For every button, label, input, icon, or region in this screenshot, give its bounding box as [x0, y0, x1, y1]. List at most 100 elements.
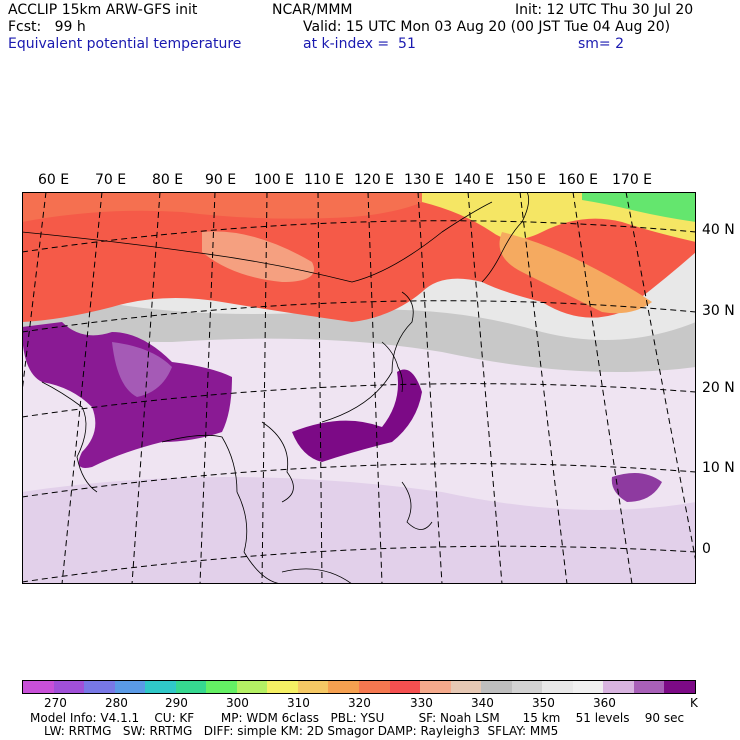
colorbar-segment: [542, 681, 573, 693]
colorbar-segment: [359, 681, 390, 693]
colorbar-label: 310: [287, 696, 310, 710]
org-label: NCAR/MMM: [272, 2, 353, 18]
tropical-purple-patches: [22, 477, 696, 584]
lon-line: [367, 192, 383, 584]
borneo-coast: [281, 568, 353, 584]
lon-label: 90 E: [205, 172, 237, 188]
lon-label: 150 E: [506, 172, 547, 188]
lon-line: [417, 192, 443, 584]
northeast-green: [582, 192, 696, 222]
lon-line: [22, 192, 47, 393]
lon-label: 110 E: [304, 172, 345, 188]
colorbar-segment: [53, 681, 85, 693]
lat-label: 20 N: [702, 380, 735, 396]
lon-label: 170 E: [612, 172, 653, 188]
model-info-line2: LW: RRTMG SW: RRTMG DIFF: simple KM: 2D …: [44, 724, 559, 738]
colorbar-segment: [572, 681, 604, 693]
colorbar-label: 340: [471, 696, 494, 710]
model-title: ACCLIP 15km ARW-GFS init: [8, 2, 198, 18]
lat-line-10: [22, 463, 696, 498]
lat-line-30: [22, 300, 696, 333]
colorbar-label: 300: [226, 696, 249, 710]
smoothing-label: sm= 2: [578, 36, 625, 52]
forecast-hour: Fcst: 99 h: [8, 19, 86, 35]
lon-line: [572, 192, 633, 584]
pacific-purple-patch: [611, 473, 662, 502]
china-coast: [321, 291, 414, 423]
lat-label: 30 N: [702, 303, 735, 319]
colorbar-segment: [481, 681, 512, 693]
colorbar-segment: [664, 681, 696, 693]
lat-label: 0: [702, 541, 711, 557]
lon-label: 130 E: [404, 172, 445, 188]
init-time: Init: 12 UTC Thu 30 Jul 20: [515, 2, 694, 18]
colorbar-segment: [297, 681, 329, 693]
lon-label: 60 E: [38, 172, 70, 188]
taiwan-outline: [381, 341, 403, 393]
colorbar-segment: [114, 681, 146, 693]
colorbar-label: 350: [532, 696, 555, 710]
lat-line-40: [22, 220, 696, 253]
indochina-coast: [261, 421, 294, 503]
map-frame: [22, 192, 696, 584]
colorbar-label: 290: [165, 696, 188, 710]
colorbar-segment: [420, 681, 451, 693]
lat-label: 40 N: [702, 222, 735, 238]
colorbar-segment: [206, 681, 237, 693]
lon-line: [625, 192, 696, 563]
burma-coast: [161, 434, 248, 553]
lon-line: [199, 192, 216, 584]
scs-deep-purple: [292, 369, 422, 462]
india-mid-purple: [112, 342, 172, 397]
philippines-outline: [401, 481, 433, 530]
coastlines: [22, 192, 530, 584]
lon-label: 160 E: [558, 172, 599, 188]
lat-label: 10 N: [702, 460, 735, 476]
lon-line: [261, 192, 268, 584]
theta-e-map: [22, 192, 696, 584]
inland-borders: [22, 201, 493, 283]
lon-line: [467, 192, 503, 584]
lat-line-20: [22, 383, 696, 418]
colorbar-segment: [236, 681, 268, 693]
colorbar-segment: [23, 681, 54, 693]
colorbar-label: 280: [105, 696, 128, 710]
graticule: [22, 192, 696, 584]
colorbar-segment: [175, 681, 207, 693]
northeast-orange: [499, 232, 652, 314]
lon-label: 100 E: [254, 172, 295, 188]
lon-label: 120 E: [354, 172, 395, 188]
colorbar-segment: [389, 681, 421, 693]
model-info-line1: Model Info: V4.1.1 CU: KF MP: WDM 6class…: [30, 711, 685, 725]
field-name: Equivalent potential temperature: [8, 36, 242, 52]
lon-line: [131, 192, 161, 584]
japan-outline: [481, 192, 530, 283]
colorbar: [22, 680, 696, 694]
colorbar-label: 360: [593, 696, 616, 710]
level-index: at k-index = 51: [303, 36, 416, 52]
india-deep-purple: [22, 322, 232, 468]
colorbar-segment: [511, 681, 543, 693]
colorbar-segment: [84, 681, 115, 693]
salmon-patch: [202, 231, 314, 282]
northern-orange-edge: [22, 192, 442, 222]
midlat-gray-band: [22, 282, 696, 372]
colorbar-label: 270: [44, 696, 67, 710]
lon-label: 140 E: [454, 172, 495, 188]
lon-label: 80 E: [152, 172, 184, 188]
lon-line: [61, 192, 103, 584]
colorbar-segment: [633, 681, 665, 693]
valid-time: Valid: 15 UTC Mon 03 Aug 20 (00 JST Tue …: [303, 19, 671, 35]
lon-label: 70 E: [95, 172, 127, 188]
colorbar-label: 330: [410, 696, 433, 710]
colorbar-segment: [267, 681, 298, 693]
india-coast: [41, 381, 98, 493]
lat-line-0: [22, 545, 696, 583]
colorbar-label: 320: [348, 696, 371, 710]
colorbar-segment: [328, 681, 360, 693]
colorbar-unit: K: [690, 696, 698, 710]
colorbar-segment: [603, 681, 634, 693]
colorbar-segment: [450, 681, 482, 693]
colorbar-segment: [145, 681, 176, 693]
lon-line: [519, 192, 568, 584]
